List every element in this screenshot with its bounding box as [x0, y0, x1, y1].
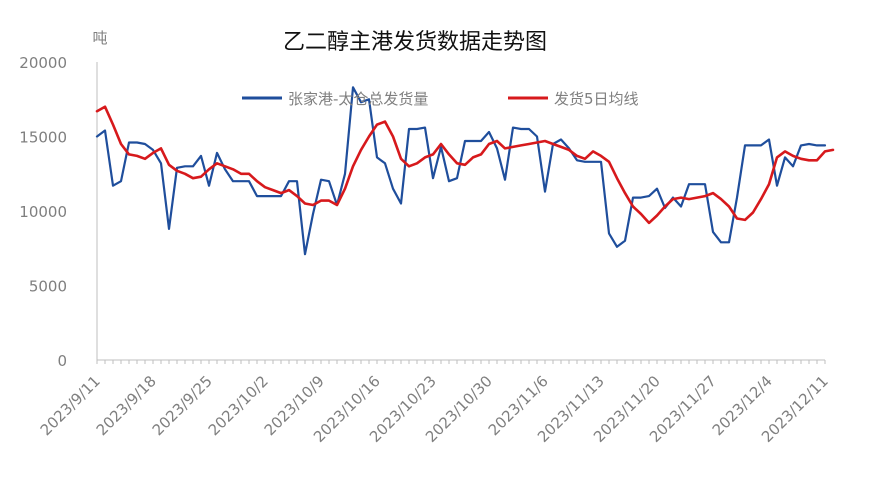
y-tick-label: 15000: [19, 129, 67, 147]
x-tick-label: 2023/9/11: [37, 372, 104, 439]
y-axis-ticks: 0 5000 10000 15000 20000: [19, 54, 67, 370]
y-axis-unit-label: 吨: [92, 29, 107, 47]
legend: 张家港-太仓总发货量 发货5日均线: [242, 90, 639, 108]
y-tick-label: 5000: [29, 278, 67, 296]
series-line-5day-average: [95, 105, 835, 225]
y-tick-label: 0: [57, 352, 67, 370]
x-axis-ticks: 2023/9/112023/9/182023/9/252023/10/22023…: [37, 372, 832, 446]
x-tick-label: 2023/9/25: [149, 372, 216, 439]
legend-label: 发货5日均线: [554, 90, 639, 108]
chart-title: 乙二醇主港发货数据走势图: [283, 30, 547, 55]
legend-label: 张家港-太仓总发货量: [288, 90, 428, 108]
y-tick-label: 10000: [19, 203, 67, 221]
series-layer: [95, 86, 835, 256]
series-line-shipment-volume: [95, 86, 827, 256]
y-tick-label: 20000: [19, 54, 67, 72]
x-tick-label: 2023/9/18: [93, 372, 160, 439]
axes: [96, 62, 826, 364]
x-tick-label: 2023/10/2: [205, 372, 272, 439]
